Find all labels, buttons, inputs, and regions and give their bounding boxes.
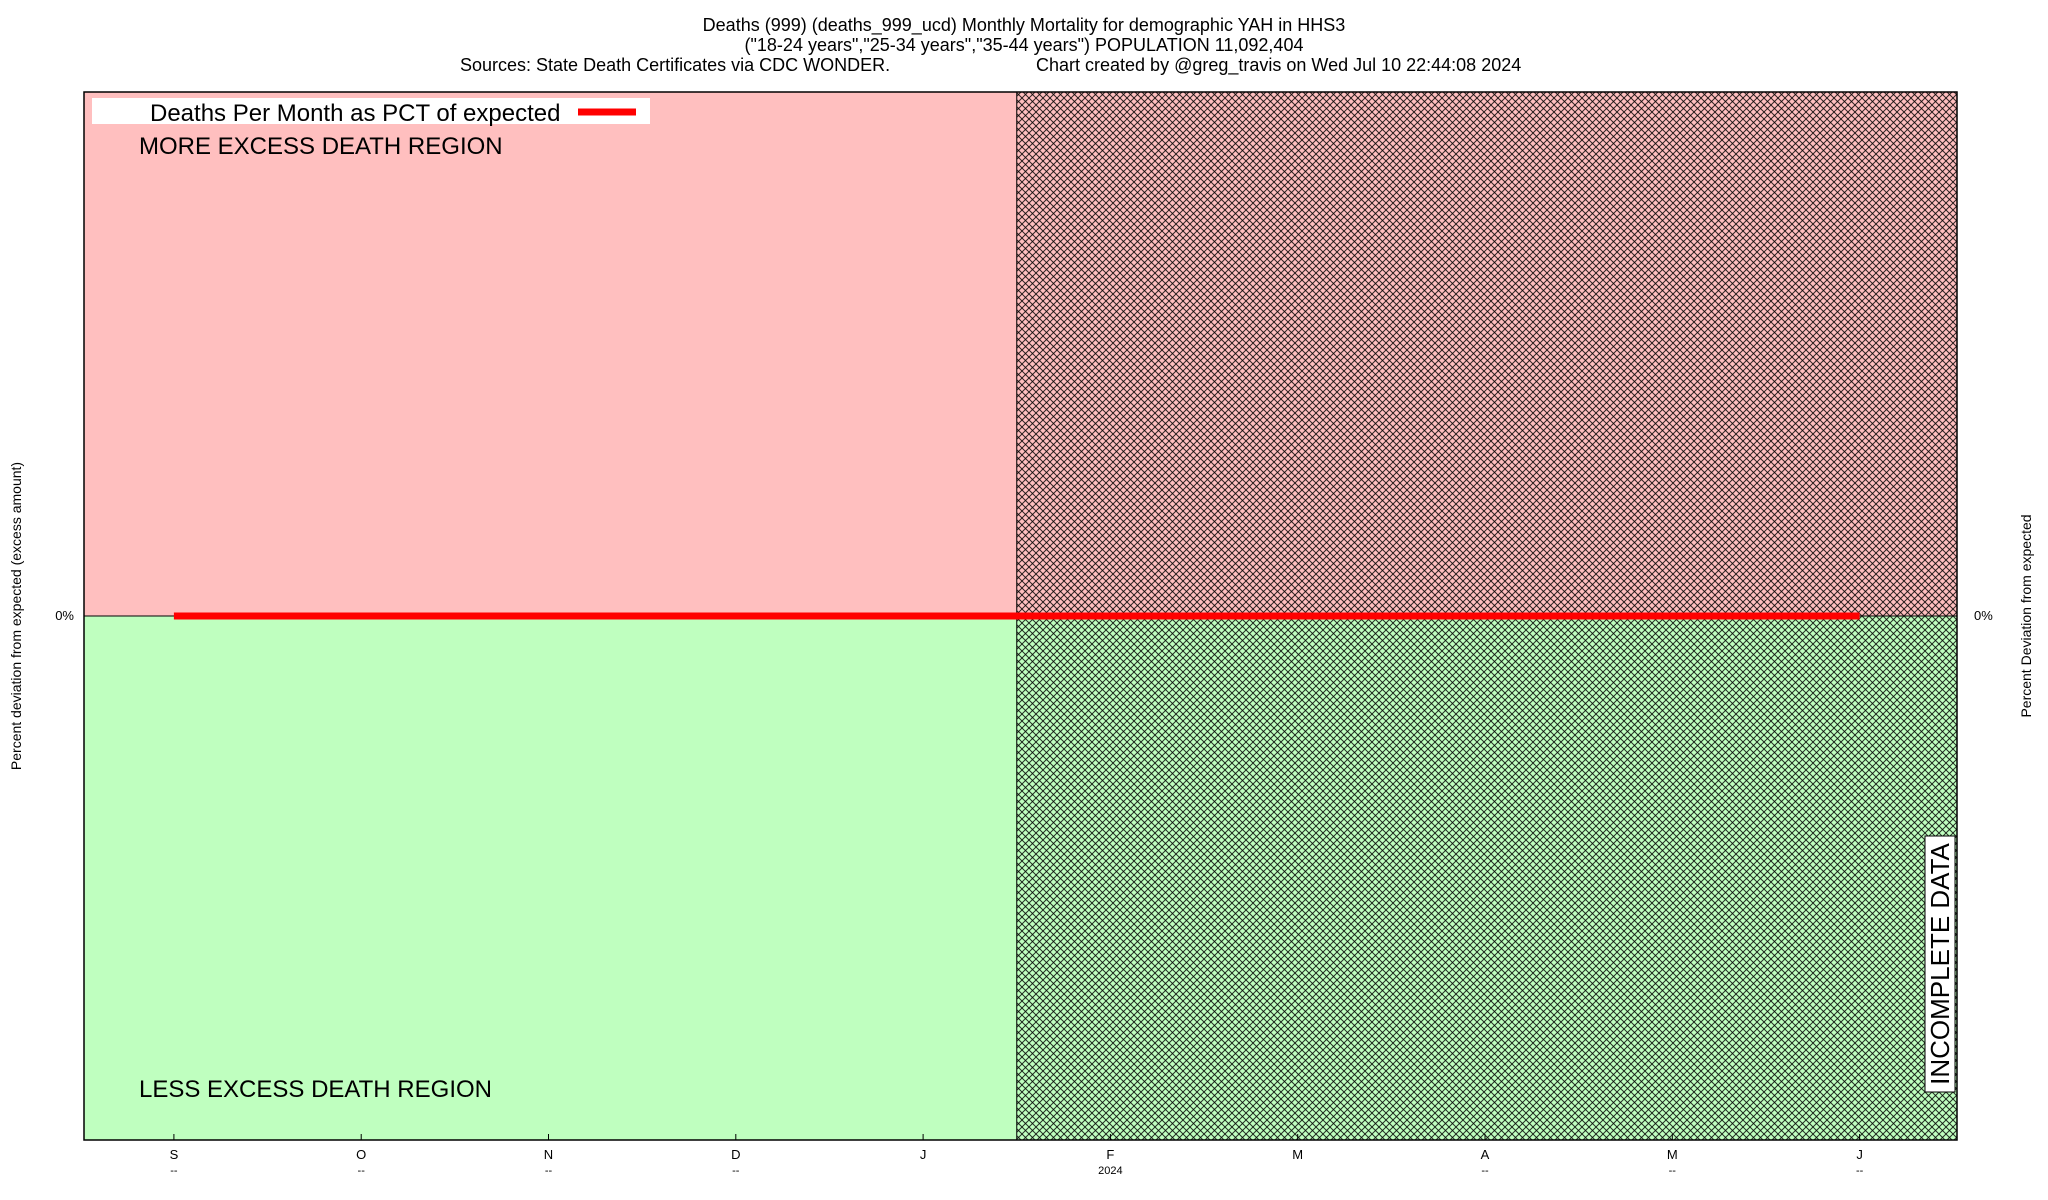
x-tick-sublabel: --	[1669, 1165, 1677, 1177]
region-upper-label: MORE EXCESS DEATH REGION	[139, 133, 503, 160]
x-tick-sublabel: --	[1856, 1165, 1864, 1177]
y-tick-zero-right: 0%	[1974, 608, 1993, 623]
chart-sources: Sources: State Death Certificates via CD…	[460, 55, 890, 75]
x-tick-label: D	[731, 1147, 740, 1162]
chart-subtitle: ("18-24 years","25-34 years","35-44 year…	[745, 35, 1304, 55]
x-tick-sublabel: --	[170, 1165, 178, 1177]
legend-box	[92, 98, 650, 124]
x-tick-sublabel: --	[1481, 1165, 1489, 1177]
plot-area	[83, 91, 1958, 1141]
region-lower-label: LESS EXCESS DEATH REGION	[139, 1076, 492, 1103]
chart-credit: Chart created by @greg_travis on Wed Jul…	[1036, 55, 1521, 76]
x-ticks: S -- O -- N -- D -- J F 2024 M A -- M -- J --	[170, 1134, 1864, 1177]
chart-title: Deaths (999) (deaths_999_ucd) Monthly Mo…	[703, 15, 1346, 36]
incomplete-label: INCOMPLETE DATA	[1925, 842, 1955, 1084]
x-tick-label: F	[1106, 1147, 1114, 1162]
incomplete-label-box	[1924, 835, 1956, 1093]
x-tick-label: M	[1292, 1147, 1303, 1162]
y-axis-label-right: Percent Deviation from expected	[2018, 514, 2034, 717]
x-tick-label: J	[1856, 1147, 1863, 1162]
x-tick-sublabel: --	[358, 1165, 366, 1177]
x-tick-sublabel: --	[732, 1165, 740, 1177]
x-tick-label: M	[1667, 1147, 1678, 1162]
x-tick-sublabel: 2024	[1098, 1165, 1122, 1177]
plot-border	[83, 91, 1958, 1141]
legend: Deaths Per Month as PCT of expected	[92, 98, 650, 127]
y-axis-label-left: Percent deviation from expected (excess …	[8, 462, 24, 770]
x-tick-label: A	[1481, 1147, 1490, 1162]
x-tick-sublabel: --	[545, 1165, 553, 1177]
x-tick-label: N	[544, 1147, 553, 1162]
legend-label: Deaths Per Month as PCT of expected	[150, 100, 560, 127]
x-tick-label: J	[920, 1147, 927, 1162]
y-tick-zero-left: 0%	[55, 608, 74, 623]
x-tick-label: S	[170, 1147, 179, 1162]
x-tick-label: O	[356, 1147, 366, 1162]
